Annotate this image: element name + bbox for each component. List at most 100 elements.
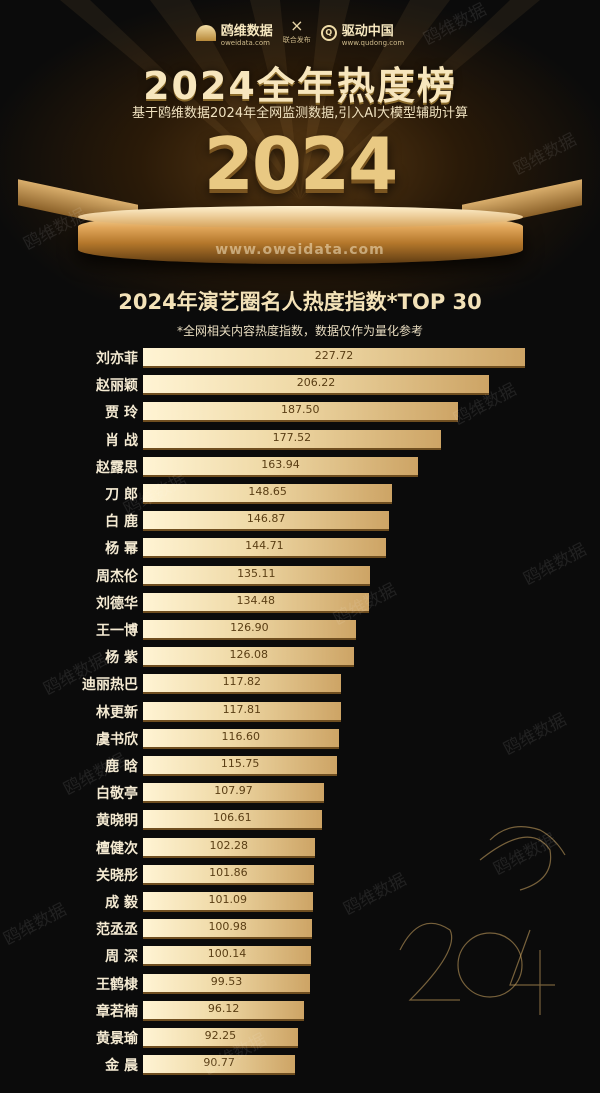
bar-row: 周杰伦 135.11 [0,563,600,590]
category-label: 王一博 [96,623,138,639]
bar-row: 金 晨 90.77 [0,1052,600,1079]
bar-row: 黄晓明 106.61 [0,807,600,834]
bar-row: 鹿 晗 115.75 [0,753,600,780]
category-label: 肖 战 [105,432,138,449]
bar-row: 虞书欣 116.60 [0,726,600,753]
bar [143,919,313,938]
big-year-3d-text: 2024 [203,122,398,206]
bar-row: 贾 玲 187.50 [0,399,600,426]
category-label: 黄晓明 [96,813,138,830]
brand-name: 鸥维数据 [220,23,273,39]
cross-icon: × [290,16,304,35]
bar [143,864,314,883]
value-label: 117.82 [222,675,262,689]
oweidata-brand: 鸥维数据 oweidata.com [195,20,273,47]
bar-row: 王一博 126.90 [0,617,600,644]
publisher-header: 鸥维数据 oweidata.com × 联合发布 Q 驱动中国 www.qudo… [0,18,600,48]
bar-row: 成 毅 101.09 [0,889,600,916]
value-label: 126.90 [230,621,269,634]
value-label: 101.86 [209,865,248,879]
collaboration-mark: × 联合发布 [282,16,311,47]
value-label: 90.77 [203,1056,235,1070]
bar-row: 王鹤棣 99.53 [0,971,600,998]
category-label: 白敬亭 [96,786,138,803]
value-label: 146.87 [246,512,286,526]
category-label: 章若楠 [96,1003,138,1020]
shell-logo-icon [195,25,216,41]
bar [143,674,341,693]
category-label: 贾 玲 [105,405,138,422]
category-label: 林更新 [96,704,138,721]
value-label: 187.50 [281,403,320,417]
qudong-logo-icon: Q [320,25,337,41]
category-label: 周 深 [105,949,138,966]
bar-row: 肖 战 177.52 [0,427,600,454]
partner-url: www.qudong.com [341,38,405,47]
bar-row: 刘德华 134.48 [0,590,600,617]
bar-row: 杨 紫 126.08 [0,644,600,671]
category-label: 刀 郎 [105,487,138,503]
bar [143,429,441,448]
category-label: 王鹤棣 [96,976,138,993]
oweidata-brand-text: 鸥维数据 oweidata.com [221,20,273,47]
joint-release-label: 联合发布 [282,36,311,44]
page-subtitle: 基于鸥维数据2024年全网监测数据,引入AI大模型辅助计算 [132,106,468,121]
bar-row: 赵露思 163.94 [0,454,600,481]
bar [143,1000,305,1019]
value-label: 148.65 [248,485,287,498]
category-label: 关晓彤 [96,867,138,884]
value-label: 102.28 [209,838,249,852]
bar-row: 范丞丞 100.98 [0,916,600,943]
category-label: 赵露思 [96,459,138,476]
category-label: 刘亦菲 [96,351,138,367]
chart-note: *全网相关内容热度指数，数据仅作为量化参考 [176,324,423,338]
bar-row: 杨 幂 144.71 [0,535,600,562]
category-label: 刘德华 [96,595,138,612]
bar-row: 刀 郎 148.65 [0,481,600,508]
bar-row: 赵丽颖 206.22 [0,372,600,399]
value-label: 144.71 [245,539,284,553]
value-label: 100.98 [208,920,247,934]
category-label: 范丞丞 [96,922,138,939]
bar-row: 白 鹿 146.87 [0,508,600,535]
bar-row: 林更新 117.81 [0,699,600,726]
value-label: 107.97 [214,784,253,798]
value-label: 126.08 [229,648,268,662]
bar-row: 檀健次 102.28 [0,835,600,862]
value-label: 115.75 [220,757,260,770]
category-label: 周杰伦 [96,568,138,585]
value-label: 117.81 [222,702,262,716]
bar-row: 刘亦菲 227.72 [0,345,600,372]
bar-row: 关晓彤 101.86 [0,862,600,889]
bar [143,946,311,965]
value-label: 99.53 [210,974,243,988]
bar [143,565,370,584]
website-watermark: www.oweidata.com [215,242,385,258]
gold-pedestal-top [78,206,523,228]
category-label: 赵丽颖 [96,378,138,395]
page-title: 2024全年热度榜 [143,64,457,108]
category-label: 金 晨 [105,1058,138,1075]
bar [143,484,393,502]
category-label: 迪丽热巴 [82,677,138,694]
partner-name: 驱动中国 [341,23,394,39]
bar [143,538,386,557]
category-label: 檀健次 [96,840,138,857]
bar [143,973,310,992]
value-label: 116.60 [221,729,261,743]
qudong-brand: Q 驱动中国 www.qudong.com [320,20,405,47]
bar [143,701,341,720]
value-label: 134.48 [236,593,276,607]
bar [143,1028,298,1046]
bar [143,647,355,666]
value-label: 101.09 [208,893,248,906]
light-rays-decoration [60,0,540,200]
value-label: 227.72 [314,349,354,362]
value-label: 92.25 [204,1029,237,1042]
category-label: 鹿 晗 [105,759,138,775]
value-label: 100.14 [207,947,247,961]
bar [143,837,315,856]
bar [143,348,525,366]
bar [143,375,489,394]
category-label: 杨 幂 [105,541,138,558]
